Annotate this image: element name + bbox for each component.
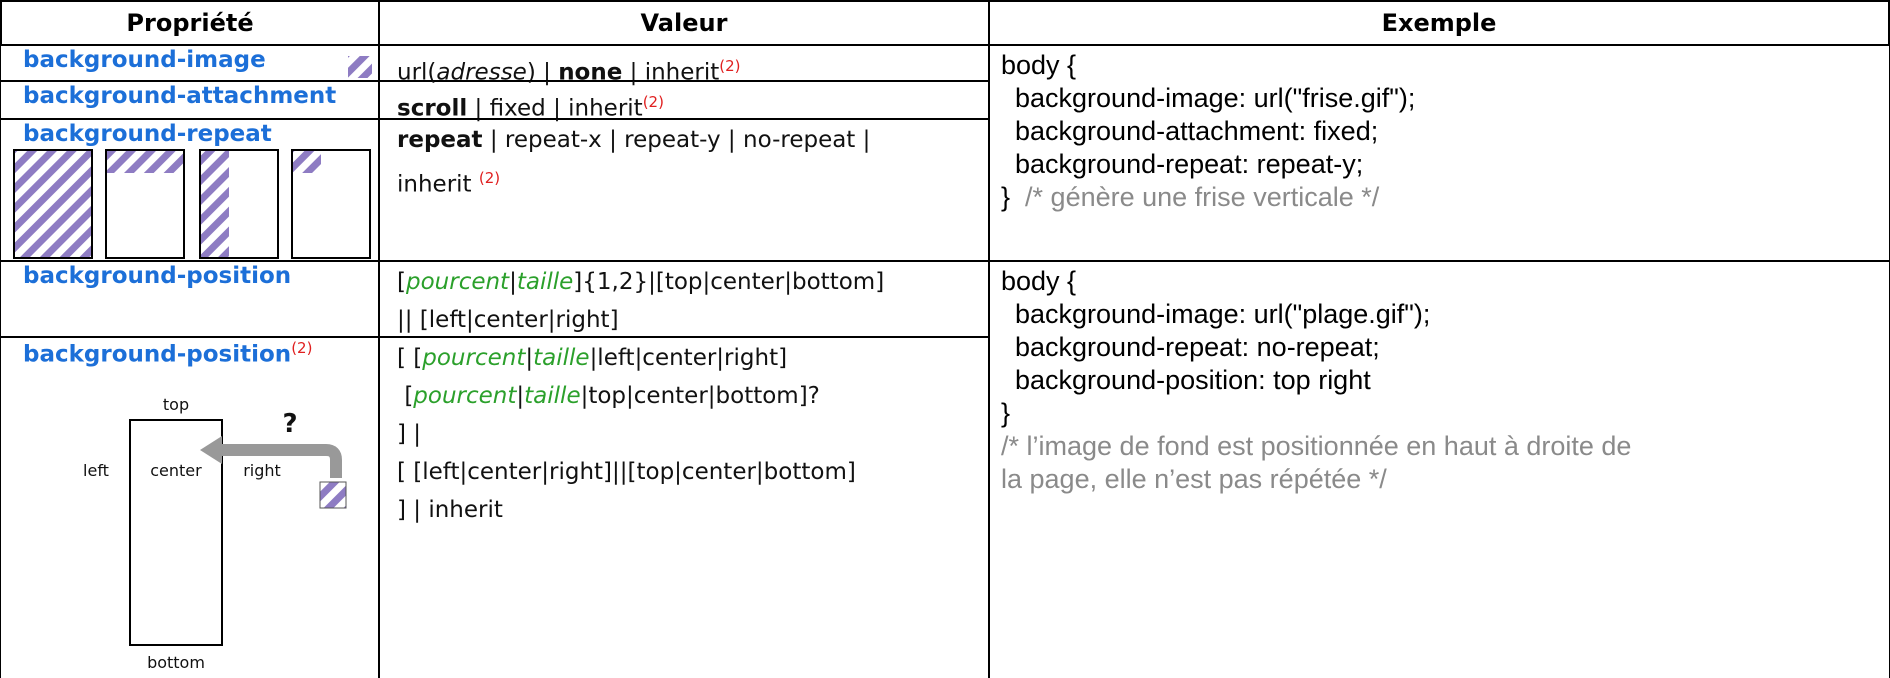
property-cell: background-attachment	[0, 80, 380, 120]
code-line: background-image: url("frise.gif");	[1015, 83, 1416, 113]
code-comment: /* l’image de fond est positionnée en ha…	[1001, 431, 1632, 494]
example-cell: body { background-image: url("frise.gif"…	[988, 44, 1890, 262]
value-text: | inherit	[622, 59, 720, 86]
header-cell: Valeur	[378, 0, 990, 46]
value-text: [ [	[397, 345, 423, 371]
code-line: background-repeat: repeat-y;	[1015, 149, 1364, 179]
value-text: pourcent	[413, 383, 517, 409]
property: background-repeat	[23, 121, 272, 147]
value-text: taille	[524, 383, 581, 409]
footnote-ref: (2)	[478, 169, 501, 187]
value-text: [ [left|center|right]||[top|center|botto…	[397, 459, 856, 485]
header-text: Exemple	[1381, 9, 1497, 37]
code-line: background-image: url("plage.gif");	[1015, 299, 1431, 329]
footnote-ref: (2)	[642, 93, 664, 111]
property-cell: background-position	[0, 260, 380, 338]
value-text: taille	[516, 269, 574, 295]
value-text: || [left|center|right]	[397, 307, 619, 333]
value-cell: [pourcent|taille]{1,2}|[top|center|botto…	[378, 260, 990, 338]
property: background-position	[23, 341, 292, 368]
value-text: inherit	[397, 171, 479, 198]
example-cell: body { background-image: url("plage.gif"…	[988, 260, 1890, 678]
value-text: none	[558, 59, 623, 86]
value-text: |	[509, 269, 517, 295]
code-line: body {	[1001, 50, 1077, 80]
header-cell: Exemple	[988, 0, 1890, 46]
property: background-image	[23, 47, 266, 73]
value-text: repeat	[397, 127, 483, 153]
value-text: url(	[397, 59, 437, 86]
value-text: [	[397, 269, 406, 295]
value-cell: url(adresse) | none | inherit(2)	[378, 44, 990, 86]
value-text: | repeat-x | repeat-y | no-repeat |	[482, 127, 871, 153]
value-text: ] | inherit	[397, 497, 503, 523]
footnote-ref: (2)	[719, 57, 741, 75]
code-line: body {	[1001, 266, 1077, 296]
footnote-ref: (2)	[291, 339, 313, 357]
value-text: ] |	[397, 421, 422, 447]
value-text: ]{1,2}|[top|center|bottom]	[573, 269, 885, 295]
value-text: adresse	[436, 59, 527, 86]
value-text: scroll	[397, 95, 468, 122]
code-line: }	[1001, 182, 1011, 212]
code-line: background-repeat: no-repeat;	[1015, 332, 1380, 362]
value-text: | fixed | inherit	[467, 95, 643, 122]
value-cell: [ [pourcent|taille|left|center|right] [p…	[378, 336, 990, 678]
header-text: Propriété	[126, 9, 254, 37]
value-text: pourcent	[405, 269, 510, 295]
value-cell: repeat | repeat-x | repeat-y | no-repeat…	[378, 118, 990, 262]
value-text: taille	[533, 345, 590, 371]
header-text: Valeur	[640, 9, 728, 37]
code-line: background-position: top right	[1015, 365, 1371, 395]
property: background-position	[23, 263, 292, 289]
value-text: |left|center|right]	[589, 345, 788, 371]
value-text: pourcent	[422, 345, 526, 371]
code-line: background-attachment: fixed;	[1015, 116, 1379, 146]
value-cell: scroll | fixed | inherit(2)	[378, 80, 990, 122]
code-comment: /* génère une frise verticale */	[1025, 182, 1380, 212]
property: background-attachment	[23, 83, 337, 109]
value-text: |top|center|bottom]?	[580, 383, 820, 409]
value-text: |	[516, 383, 525, 409]
property-cell: background-image	[0, 44, 380, 82]
value-text: ) |	[526, 59, 559, 86]
property-cell: background-position(2)	[0, 336, 380, 678]
value-text: |	[525, 345, 534, 371]
value-text: [	[404, 383, 414, 409]
property-cell: background-repeat	[0, 118, 380, 262]
header-cell: Propriété	[0, 0, 380, 46]
code-line: }	[1001, 398, 1011, 428]
